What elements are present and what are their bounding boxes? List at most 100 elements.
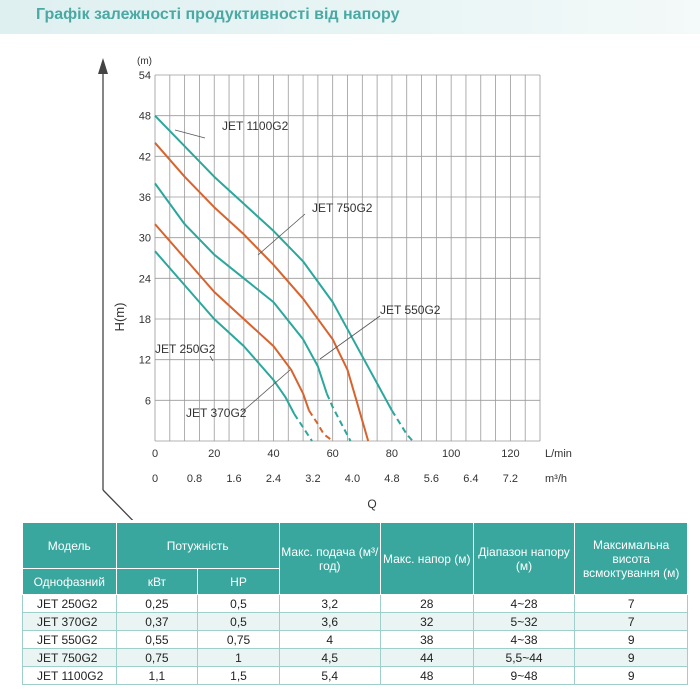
cell-flow: 5,4 <box>278 666 381 685</box>
cell-range: 4~38 <box>472 630 576 649</box>
x-tick-label-secondary: 7.2 <box>503 473 518 485</box>
x-unit-primary: L/min <box>545 448 572 460</box>
cell-hp: 1,5 <box>197 666 280 685</box>
cell-flow: 4 <box>278 630 381 649</box>
y-tick-label: 18 <box>139 314 151 326</box>
x-tick-label-secondary: 5.6 <box>424 473 439 485</box>
series-label-jet-370g2: JET 370G2 <box>186 406 247 420</box>
x-tick-label-secondary: 2.4 <box>266 473 281 485</box>
page-title: Графік залежності продуктивності від нап… <box>36 6 400 23</box>
series-label-jet-550g2: JET 550G2 <box>380 303 441 317</box>
chart-axes: 6 12 18 24 30 36 42 48 54 (m) H(m) 0 20 40 60 80 100 120 L… <box>98 56 572 520</box>
y-tick-label: 42 <box>139 151 151 163</box>
chart-grid <box>154 74 541 442</box>
cell-model: JET 370G2 <box>22 612 117 631</box>
title-bar: Графік залежності продуктивності від нап… <box>0 0 700 34</box>
x-tick-label-secondary: 0.8 <box>187 473 202 485</box>
table-row: JET 370G2 0,37 0,5 3,6 32 5~32 7 <box>22 612 688 631</box>
y-tick-label: 30 <box>139 233 151 245</box>
cell-suction: 7 <box>574 594 688 613</box>
header-hp: HP <box>197 568 280 595</box>
cell-model: JET 750G2 <box>22 648 117 667</box>
series-label-jet-250g2: JET 250G2 <box>155 342 216 356</box>
x-tick-label: 0 <box>152 448 158 460</box>
table-row: JET 550G2 0,55 0,75 4 38 4~38 9 <box>22 630 688 649</box>
y-tick-label: 48 <box>139 111 151 123</box>
series-line-jet-550g2 <box>154 182 328 394</box>
cell-head: 28 <box>379 594 474 613</box>
y-tick-label: 12 <box>139 355 151 367</box>
y-tick-label: 24 <box>139 273 151 285</box>
x-unit-secondary: m³/h <box>545 473 567 485</box>
cell-hp: 0,75 <box>197 630 280 649</box>
cell-model: JET 1100G2 <box>22 666 117 685</box>
cell-kw: 0,25 <box>115 594 199 613</box>
header-max-suction: Максимальна висота всмоктування (м) <box>574 522 688 595</box>
x-tick-label: 60 <box>327 448 339 460</box>
cell-flow: 3,6 <box>278 612 381 631</box>
series-label-jet-750g2: JET 750G2 <box>312 201 373 215</box>
x-axis-label: Q <box>367 497 376 511</box>
y-axis-arrow <box>98 58 108 74</box>
performance-chart: 6 12 18 24 30 36 42 48 54 (m) H(m) 0 20 40 60 80 100 120 L… <box>98 56 572 520</box>
cell-head: 38 <box>379 630 474 649</box>
leader-line-jet-550g2 <box>319 315 381 360</box>
header-max-head: Макс. напор (м) <box>379 522 474 595</box>
series-dashed-jet-1100g2 <box>391 409 414 442</box>
table-row: JET 250G2 0,25 0,5 3,2 28 4~28 7 <box>22 594 688 613</box>
cell-model: JET 550G2 <box>22 630 117 649</box>
cell-hp: 0,5 <box>197 612 280 631</box>
header-power: Потужність <box>115 522 280 569</box>
series-dashed-jet-370g2 <box>308 409 334 442</box>
cell-flow: 3,2 <box>278 594 381 613</box>
cell-head: 48 <box>379 666 474 685</box>
series-line-jet-1100g2 <box>154 115 393 411</box>
x-tick-label-secondary: 0 <box>152 473 158 485</box>
x-tick-label: 100 <box>442 448 460 460</box>
header-max-flow: Макс. подача (м³/год) <box>278 522 381 595</box>
cell-head: 32 <box>379 612 474 631</box>
cell-head: 44 <box>379 648 474 667</box>
leader-line-jet-750g2 <box>257 213 306 256</box>
specs-table: Модель Потужність Макс. подача (м³/год) … <box>22 522 688 685</box>
table-row: JET 750G2 0,75 1 4,5 44 5,5~44 9 <box>22 648 688 667</box>
x-tick-label: 80 <box>386 448 398 460</box>
cell-suction: 7 <box>574 612 688 631</box>
cell-flow: 4,5 <box>278 648 381 667</box>
y-tick-label: 6 <box>145 395 151 407</box>
cell-range: 5~32 <box>472 612 576 631</box>
cell-kw: 0,75 <box>115 648 199 667</box>
cell-hp: 0,5 <box>197 594 280 613</box>
x-tick-label-secondary: 4.8 <box>384 473 399 485</box>
y-axis-label: H(m) <box>112 303 127 332</box>
cell-suction: 9 <box>574 630 688 649</box>
leader-line-jet-370g2 <box>241 369 291 413</box>
header-single-phase: Однофазний <box>22 568 117 595</box>
x-tick-label-secondary: 3.2 <box>305 473 320 485</box>
series-dashed-jet-550g2 <box>325 393 352 442</box>
x-tick-label: 40 <box>267 448 279 460</box>
series-label-jet-1100g2: JET 1100G2 <box>222 119 289 133</box>
x-tick-label: 20 <box>208 448 220 460</box>
cell-hp: 1 <box>197 648 280 667</box>
x-tick-label-secondary: 6.4 <box>463 473 478 485</box>
x-tick-label-secondary: 4.0 <box>345 473 360 485</box>
cell-range: 9~48 <box>472 666 576 685</box>
cell-model: JET 250G2 <box>22 594 117 613</box>
header-model: Модель <box>22 522 117 569</box>
cell-range: 4~28 <box>472 594 576 613</box>
chart-labels: JET 1100G2 JET 750G2 JET 550G2 JET 370G2 JET… <box>155 119 441 420</box>
header-head-range: Діапазон напору (м) <box>472 522 576 595</box>
series-line-jet-750g2 <box>154 142 370 442</box>
cell-kw: 0,37 <box>115 612 199 631</box>
x-tick-label-secondary: 1.6 <box>226 473 241 485</box>
cell-suction: 9 <box>574 666 688 685</box>
header-kw: кВт <box>115 568 199 595</box>
chart-series <box>154 115 414 442</box>
cell-kw: 0,55 <box>115 630 199 649</box>
series-dashed-jet-250g2 <box>293 413 313 442</box>
y-unit-label: (m) <box>137 56 152 67</box>
table-row: JET 1100G2 1,1 1,5 5,4 48 9~48 9 <box>22 666 688 685</box>
y-tick-label: 54 <box>139 70 151 82</box>
series-line-jet-370g2 <box>154 223 310 411</box>
